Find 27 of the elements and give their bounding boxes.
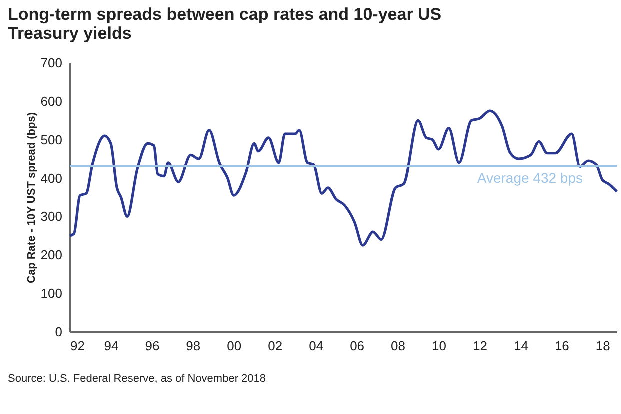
- x-tick-label: 92: [70, 338, 85, 354]
- x-tick-label: 18: [596, 338, 610, 354]
- y-tick-label: 200: [40, 248, 62, 263]
- y-tick-label: 100: [40, 286, 62, 302]
- x-tick-label: 08: [391, 338, 406, 354]
- y-tick-label: 0: [55, 324, 62, 340]
- x-tick-label: 10: [432, 338, 446, 354]
- chart-title: Long-term spreads between cap rates and 10-year US Treasury yields: [8, 5, 442, 43]
- y-axis-title: Cap Rate - 10Y UST spread (bps): [26, 112, 38, 284]
- line-series: [68, 110, 618, 247]
- x-tick-label: 12: [473, 338, 488, 354]
- x-tick-label: 14: [514, 338, 528, 354]
- x-tick-label: 02: [268, 338, 283, 354]
- x-tick-label: 04: [309, 338, 324, 354]
- y-tick-label: 400: [40, 170, 62, 186]
- x-tick-label: 94: [104, 338, 119, 354]
- ref-line-label: Average 432 bps: [477, 170, 583, 186]
- x-tick-label: 98: [186, 338, 201, 354]
- y-tick-label: 300: [40, 209, 62, 224]
- y-tick-label: 600: [40, 94, 62, 109]
- y-tick-label: 700: [40, 56, 62, 70]
- x-tick-label: 06: [350, 338, 365, 354]
- x-tick-label: 96: [145, 338, 160, 354]
- source-note: Source: U.S. Federal Reserve, as of November 2018: [8, 373, 266, 385]
- x-tick-label: 16: [554, 338, 570, 354]
- y-tick-label: 500: [40, 132, 62, 148]
- x-tick-label: 00: [227, 338, 242, 354]
